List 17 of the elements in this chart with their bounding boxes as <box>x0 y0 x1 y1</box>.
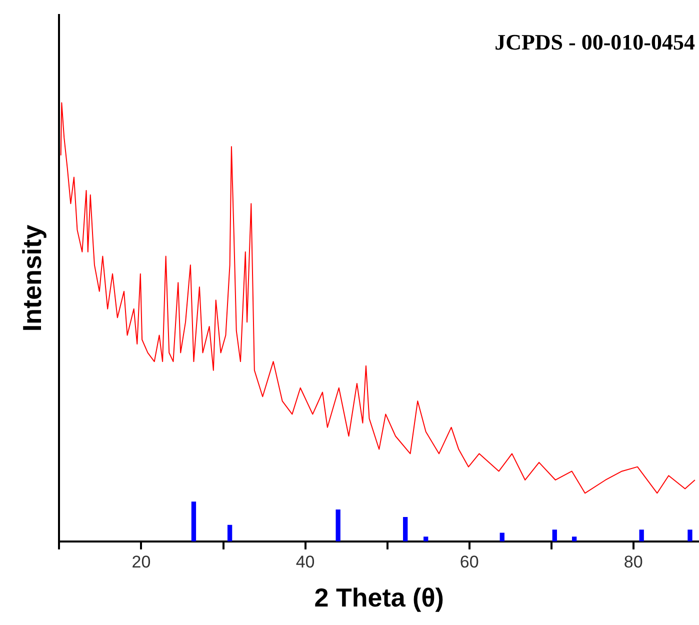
bar <box>424 536 428 542</box>
text: JCPDS - 00-010-0454 <box>494 30 695 55</box>
bar <box>336 509 340 542</box>
x-tick-label: 40 <box>296 552 315 572</box>
bar <box>552 530 557 542</box>
y-axis-title: Intensity <box>16 224 47 332</box>
x-tick-label: 20 <box>132 552 151 572</box>
bar <box>191 502 196 542</box>
x-tick-label: 60 <box>460 552 479 572</box>
bar <box>688 530 692 542</box>
bar <box>500 532 504 542</box>
x-tick-label: 80 <box>624 552 643 572</box>
bar <box>227 524 232 542</box>
bar <box>403 516 408 542</box>
bar <box>572 536 577 542</box>
bar <box>639 530 644 542</box>
x-axis-title: 2 Theta (θ) <box>314 582 444 613</box>
